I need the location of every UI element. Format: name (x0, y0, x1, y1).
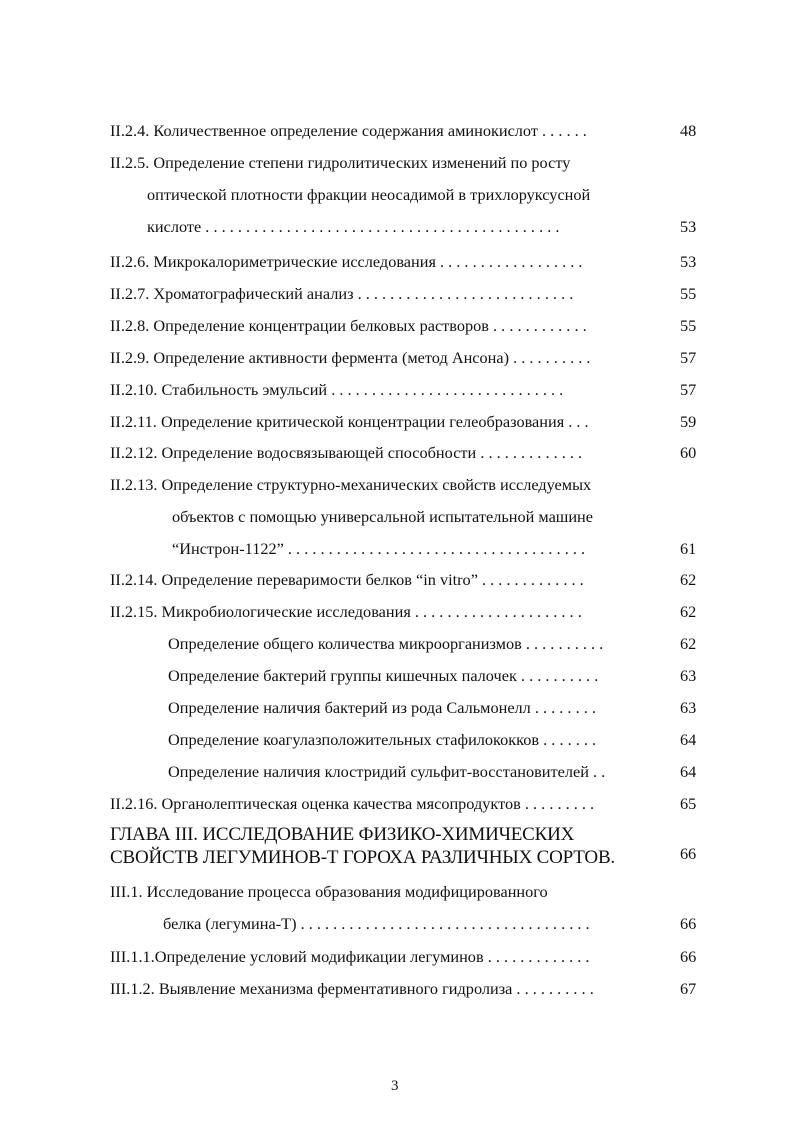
toc-entry-page: 62 (680, 634, 697, 653)
toc-entry-title: “Инстрон-1122” . . . . . . . . . . . . .… (172, 539, 586, 558)
toc-entry-title: II.2.10. Стабильность эмульсий . . . . .… (110, 380, 564, 399)
toc-entry: оптической плотности фракции неосадимой … (0, 183, 793, 207)
toc-entry-title: II.2.5. Определение степени гидролитичес… (110, 153, 571, 172)
toc-entry-page: 55 (680, 316, 697, 335)
toc-entry-title: II.2.4. Количественное определение содер… (110, 121, 587, 140)
toc-entry-page: 53 (680, 217, 697, 236)
toc-entry-page: 62 (680, 570, 697, 589)
toc-entry-title: II.2.16. Органолептическая оценка качест… (110, 794, 595, 813)
toc-entry-title: II.2.6. Микрокалориметрические исследова… (110, 252, 583, 271)
toc-entry-page: 66 (680, 914, 697, 933)
toc-entry-page: 57 (680, 348, 697, 367)
toc-entry-title: II.2.9. Определение активности фермента … (110, 348, 591, 367)
toc-entry: III.1.1.Определение условий модификации … (0, 945, 793, 969)
toc-entry: Определение наличия клостридий сульфит-в… (0, 760, 793, 784)
toc-entry-page: 66 (680, 947, 697, 966)
toc-entry-title: Определение наличия бактерий из рода Сал… (168, 698, 596, 717)
toc-entry: объектов с помощью универсальной испытат… (0, 505, 793, 529)
toc-entry-page: 67 (680, 979, 697, 998)
toc-entry-title: Определение общего количества микроорган… (168, 634, 604, 653)
toc-entry: “Инстрон-1122” . . . . . . . . . . . . .… (0, 537, 793, 561)
toc-entry-title: III.1.2. Выявление механизма ферментатив… (110, 979, 594, 998)
toc-entry: Определение бактерий группы кишечных пал… (0, 664, 793, 688)
toc-entry: II.2.16. Органолептическая оценка качест… (0, 792, 793, 816)
toc-entry-page: 59 (680, 412, 697, 431)
toc-entry-title: Определение коагулазположительных стафил… (168, 730, 597, 749)
toc-entry-page: 63 (680, 666, 697, 685)
toc-entry-title: ГЛАВА III. ИССЛЕДОВАНИЕ ФИЗИКО-ХИМИЧЕСКИ… (110, 824, 575, 845)
toc-entry: III.1. Исследование процесса образования… (0, 880, 793, 904)
toc-entry-title: СВОЙСТВ ЛЕГУМИНОВ-Т ГОРОХА РАЗЛИЧНЫХ СОР… (110, 847, 615, 868)
toc-entry: II.2.14. Определение переваримости белко… (0, 568, 793, 592)
toc-entry: II.2.15. Микробиологические исследования… (0, 600, 793, 624)
toc-entry-title: II.2.12. Определение водосвязывающей спо… (110, 443, 583, 462)
toc-entry: II.2.6. Микрокалориметрические исследова… (0, 250, 793, 274)
toc-entry: II.2.12. Определение водосвязывающей спо… (0, 441, 793, 465)
toc-entry: II.2.4. Количественное определение содер… (0, 119, 793, 143)
toc-entry-page: 65 (680, 794, 697, 813)
toc-entry-page: 61 (680, 539, 697, 558)
toc-entry-page: 57 (680, 380, 697, 399)
toc-entry-page: 64 (680, 762, 697, 781)
chapter-heading: ГЛАВА III. ИССЛЕДОВАНИЕ ФИЗИКО-ХИМИЧЕСКИ… (0, 823, 793, 847)
toc-entry-page: 64 (680, 730, 697, 749)
toc-entry: кислоте . . . . . . . . . . . . . . . . … (0, 215, 793, 239)
chapter-heading: СВОЙСТВ ЛЕГУМИНОВ-Т ГОРОХА РАЗЛИЧНЫХ СОР… (0, 844, 793, 870)
toc-entry: III.1.2. Выявление механизма ферментатив… (0, 977, 793, 1001)
page-number: 3 (391, 1078, 399, 1094)
toc-entry-title: белка (легумина-Т) . . . . . . . . . . .… (163, 914, 590, 933)
toc-entry-page: 48 (680, 121, 697, 140)
toc-entry-page: 63 (680, 698, 697, 717)
toc-entry-title: оптической плотности фракции неосадимой … (147, 185, 591, 204)
toc-entry: II.2.7. Хроматографический анализ . . . … (0, 282, 793, 306)
toc-entry-title: II.2.11. Определение критической концент… (110, 412, 589, 431)
toc-entry-title: Определение наличия клостридий сульфит-в… (168, 762, 606, 781)
toc-entry-title: II.2.8. Определение концентрации белковы… (110, 316, 587, 335)
toc-entry: Определение общего количества микроорган… (0, 632, 793, 656)
toc-entry: II.2.5. Определение степени гидролитичес… (0, 151, 793, 175)
toc-entry-title: II.2.15. Микробиологические исследования… (110, 602, 582, 621)
toc-entry-title: кислоте . . . . . . . . . . . . . . . . … (147, 217, 560, 236)
toc-entry: II.2.11. Определение критической концент… (0, 410, 793, 434)
toc-entry-title: III.1.1.Определение условий модификации … (110, 947, 590, 966)
toc-entry: II.2.9. Определение активности фермента … (0, 346, 793, 370)
toc-entry-title: Определение бактерий группы кишечных пал… (168, 666, 599, 685)
toc-entry-page: 62 (680, 602, 697, 621)
toc-entry: Определение коагулазположительных стафил… (0, 728, 793, 752)
toc-entry: белка (легумина-Т) . . . . . . . . . . .… (0, 912, 793, 936)
toc-entry: Определение наличия бактерий из рода Сал… (0, 696, 793, 720)
toc-entry-page: 60 (680, 443, 697, 462)
toc-entry-title: II.2.7. Хроматографический анализ . . . … (110, 284, 574, 303)
toc-entry-title: объектов с помощью универсальной испытат… (172, 507, 593, 526)
toc-entry-title: II.2.14. Определение переваримости белко… (110, 570, 584, 589)
toc-entry-title: III.1. Исследование процесса образования… (110, 882, 548, 901)
toc-entry-page: 53 (680, 252, 697, 271)
toc-entry-page: 55 (680, 284, 697, 303)
toc-entry: II.2.10. Стабильность эмульсий . . . . .… (0, 378, 793, 402)
toc-entry: II.2.8. Определение концентрации белковы… (0, 314, 793, 338)
toc-entry-page: 66 (680, 844, 696, 863)
toc-entry: II.2.13. Определение структурно-механиче… (0, 473, 793, 497)
toc-entry-title: II.2.13. Определение структурно-механиче… (110, 475, 592, 494)
